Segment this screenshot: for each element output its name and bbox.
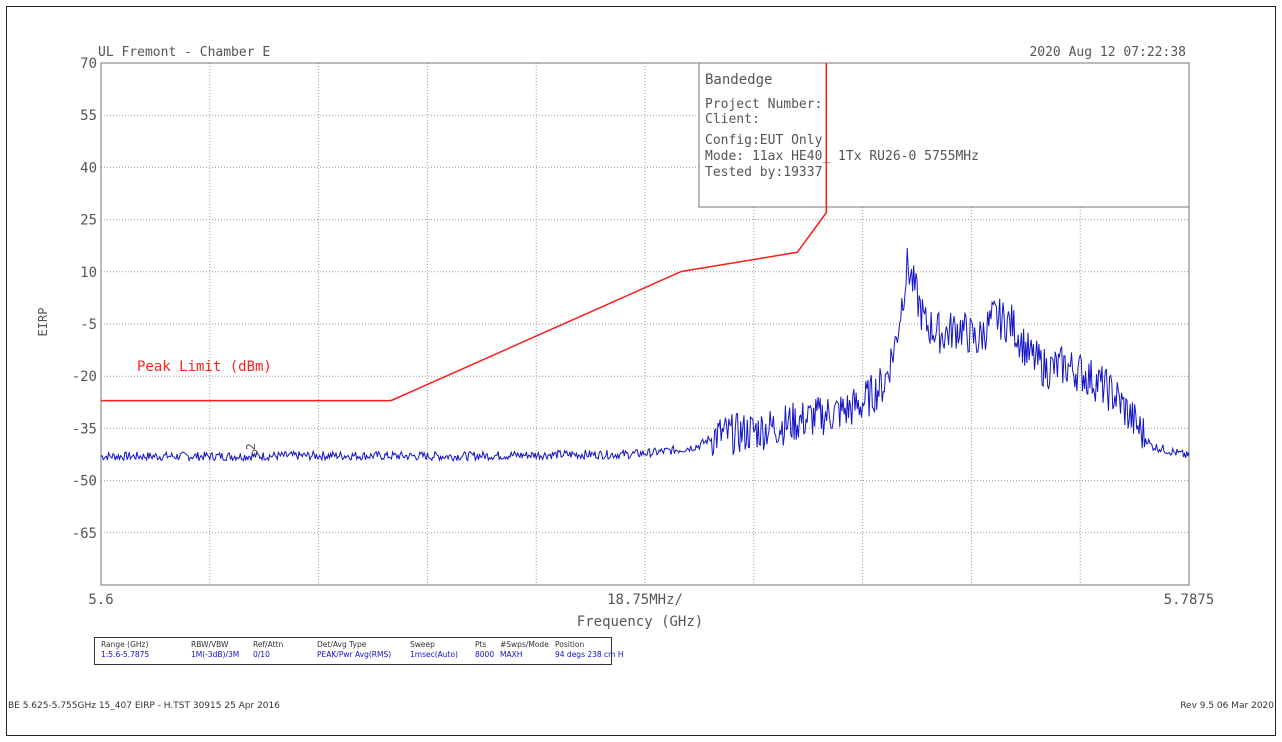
info-box-title: Bandedge — [705, 72, 772, 88]
marker-point — [251, 449, 258, 456]
settings-value: PEAK/Pwr Avg(RMS) — [317, 650, 392, 659]
settings-header: Ref/Attn — [253, 640, 284, 649]
y-tick-label: -65 — [72, 526, 97, 542]
settings-column: #Swps/Mode MAXH — [500, 640, 549, 659]
plot-grid — [101, 63, 1189, 585]
x-tick-labels: 5.6 18.75MHz/5.7875 — [88, 592, 1214, 608]
y-tick-labels: 70 55 40 25 10 -5 -20 -35 -50 -65 — [72, 56, 97, 542]
y-tick-label: 25 — [80, 213, 97, 229]
settings-header: Sweep — [410, 640, 435, 649]
settings-value: 8000 — [475, 650, 495, 659]
info-box-line: Client: — [705, 112, 760, 127]
y-axis-label: EIRP — [36, 308, 50, 337]
settings-header: Position — [555, 640, 585, 649]
limit-overlay — [101, 63, 828, 402]
settings-value: 1M(-3dB)/3M — [191, 650, 240, 659]
x-tick-label: 5.7875 — [1164, 592, 1215, 608]
y-tick-label: -50 — [72, 474, 97, 490]
info-box-line: Tested by:19337 — [705, 165, 822, 180]
limit-line — [101, 63, 828, 402]
settings-column: RBW/VBW 1M(-3dB)/3M — [191, 640, 239, 659]
info-box-line: Mode: 11ax HE40_ 1Tx RU26-0 5755MHz — [705, 149, 979, 164]
datetime-label: 2020 Aug 12 07:22:38 — [1029, 45, 1186, 60]
settings-value: 1msec(Auto) — [410, 650, 458, 659]
x-axis-label: Frequency (GHz) — [577, 614, 703, 630]
y-tick-label: 70 — [80, 56, 97, 72]
settings-column: Pts 8000 — [475, 640, 494, 659]
footer-left: BE 5.625-5.755GHz 15_407 EIRP - H.TST 30… — [8, 701, 280, 711]
settings-value: 0/10 — [253, 650, 270, 659]
info-box-line: Project Number: — [705, 97, 822, 112]
footer-right: Rev 9.5 06 Mar 2020 — [1180, 701, 1274, 711]
settings-column: Position 94 degs 238 cm H — [555, 640, 624, 659]
settings-column: Range (GHz) 1:5.6-5.7875 — [101, 640, 149, 659]
settings-header: Det/Avg Type — [317, 640, 367, 649]
y-tick-label: -20 — [72, 369, 97, 385]
settings-column: Sweep 1msec(Auto) — [410, 640, 458, 659]
settings-column: Ref/Attn 0/10 — [253, 640, 283, 659]
marker-label: 2 — [244, 443, 258, 450]
settings-value: 1:5.6-5.7875 — [101, 650, 150, 659]
y-tick-label: 55 — [80, 108, 97, 124]
settings-table: Range (GHz) 1:5.6-5.7875 RBW/VBW 1M(-3dB)/… — [94, 637, 624, 665]
settings-header: Pts — [475, 640, 487, 649]
y-tick-label: 10 — [80, 265, 97, 281]
y-tick-label: 40 — [80, 160, 97, 176]
settings-header: #Swps/Mode — [500, 640, 549, 649]
chart-series: 2 — [100, 247, 1190, 463]
plot-border — [100, 62, 1190, 586]
report-frame — [6, 6, 1276, 736]
info-box: Bandedge Project Number: Client: Config:… — [698, 62, 1190, 208]
settings-value: 94 degs 238 cm H — [555, 650, 624, 659]
settings-column: Det/Avg Type PEAK/Pwr Avg(RMS) — [317, 640, 391, 659]
limit-label: Peak Limit (dBm) — [137, 359, 272, 375]
y-tick-label: -35 — [72, 421, 97, 437]
x-tick-label: 5.6 — [88, 592, 113, 608]
info-box-frame — [698, 62, 1190, 208]
x-tick-label: 18.75MHz/ — [607, 592, 683, 608]
info-box-line: Config:EUT Only — [705, 133, 823, 148]
settings-header: Range (GHz) — [101, 640, 149, 649]
y-tick-label: -5 — [80, 317, 97, 333]
site-label: UL Fremont - Chamber E — [98, 45, 271, 60]
settings-value: MAXH — [500, 650, 523, 659]
spectrum-trace — [100, 247, 1190, 463]
settings-header: RBW/VBW — [191, 640, 229, 649]
